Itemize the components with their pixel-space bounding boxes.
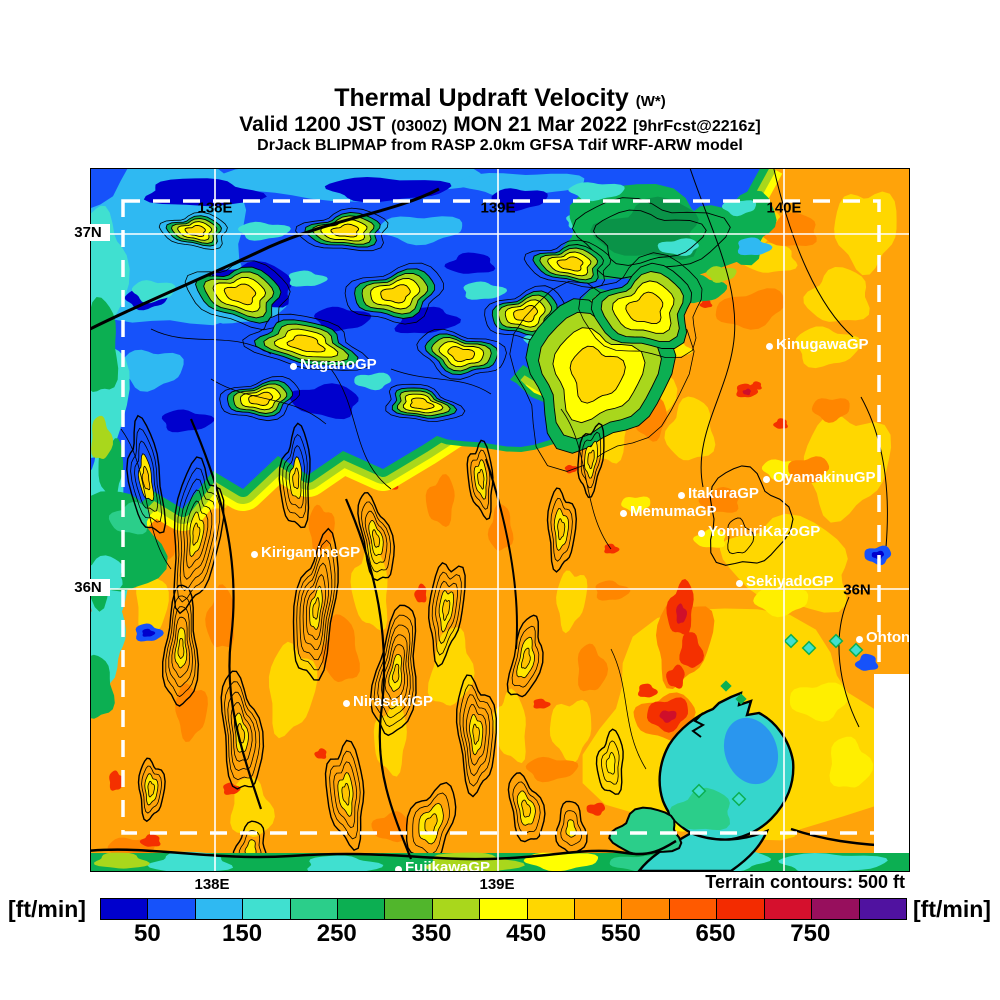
longitude-edge-label: 139E bbox=[479, 876, 515, 893]
colorbar-tick: 350 bbox=[411, 920, 452, 947]
valid-zulu: (0300Z) bbox=[391, 118, 448, 136]
colorbar-segment bbox=[717, 899, 765, 919]
colorbar-segment bbox=[669, 899, 718, 919]
colorbar-segment bbox=[812, 899, 860, 919]
site-label: KinugawaGP bbox=[776, 336, 869, 353]
grid-coordinate-label: 138E bbox=[197, 199, 233, 217]
colorbar-segment bbox=[764, 899, 813, 919]
coordinate-label-layer: 138E 139E 140E 36N bbox=[91, 169, 909, 871]
valid-date: MON 21 Mar 2022 bbox=[453, 113, 628, 137]
model-line: DrJack BLIPMAP from RASP 2.0km GFSA Tdif… bbox=[257, 137, 743, 155]
colorbar-tick: 50 bbox=[133, 920, 161, 947]
site-label: YomiuriKazoGP bbox=[708, 523, 821, 540]
colorbar-segment bbox=[338, 899, 386, 919]
valid-line: Valid 1200 JST (0300Z) MON 21 Mar 2022 [9hr… bbox=[0, 113, 1000, 136]
site-label: ItakuraGP bbox=[688, 485, 759, 502]
site-label: NirasakiGP bbox=[353, 693, 434, 710]
site-dot-icon bbox=[763, 476, 770, 483]
colorbar-segment bbox=[859, 899, 906, 919]
page-title: Thermal Updraft Velocity (W*) bbox=[0, 85, 1000, 111]
site-marker-layer: NaganoGP KinugawaGP OyamakinuGP ItakuraGP Me… bbox=[91, 169, 909, 871]
site-dot-icon bbox=[736, 580, 743, 587]
colorbar-segment bbox=[243, 899, 291, 919]
site-label: SekiyadoGP bbox=[746, 573, 834, 590]
colorbar-segment bbox=[101, 899, 149, 919]
site-label: OyamakinuGP bbox=[773, 469, 876, 486]
colorbar-tick: 250 bbox=[316, 920, 357, 947]
colorbar-tick: 150 bbox=[222, 920, 263, 947]
site-dot-icon bbox=[856, 636, 863, 643]
site-label: NaganoGP bbox=[300, 356, 377, 373]
forecast-tag: [9hrFcst@2216z] bbox=[633, 118, 761, 136]
colorbar-segment bbox=[622, 899, 670, 919]
forecast-map: NaganoGP KinugawaGP OyamakinuGP ItakuraGP Me… bbox=[90, 168, 910, 872]
valid-prefix: Valid 1200 JST bbox=[239, 113, 386, 137]
colorbar-segment bbox=[148, 899, 196, 919]
colorbar-segment bbox=[290, 899, 339, 919]
site-dot-icon bbox=[251, 551, 258, 558]
title-suffix: (W*) bbox=[635, 93, 666, 110]
colorbar-segment bbox=[527, 899, 576, 919]
site-label: Ohtone bbox=[866, 629, 910, 646]
site-label: KirigamineGP bbox=[261, 544, 361, 561]
grid-coordinate-label: 36N bbox=[843, 581, 871, 599]
colorbar-segment bbox=[575, 899, 623, 919]
site-dot-icon bbox=[395, 866, 402, 871]
colorbar-segment bbox=[195, 899, 244, 919]
unit-label-left: [ft/min] bbox=[8, 896, 86, 922]
site-dot-icon bbox=[620, 510, 627, 517]
latitude-edge-label: 37N bbox=[66, 224, 110, 241]
colorbar-tick: 550 bbox=[600, 920, 641, 947]
site-dot-icon bbox=[698, 530, 705, 537]
colorbar-segment bbox=[432, 899, 481, 919]
title-main: Thermal Updraft Velocity bbox=[334, 84, 629, 112]
header: Thermal Updraft Velocity (W*) Valid 1200… bbox=[0, 85, 1000, 155]
site-dot-icon bbox=[290, 363, 297, 370]
site-dot-icon bbox=[343, 700, 350, 707]
colorbar-tick: 750 bbox=[790, 920, 831, 947]
terrain-contours-note: Terrain contours: 500 ft bbox=[705, 872, 905, 892]
longitude-edge-label: 138E bbox=[194, 876, 230, 893]
site-label: FujikawaGP bbox=[405, 859, 491, 872]
site-dot-icon bbox=[678, 492, 685, 499]
grid-coordinate-label: 139E bbox=[480, 199, 516, 217]
latitude-edge-label: 36N bbox=[66, 579, 110, 596]
site-dot-icon bbox=[766, 343, 773, 350]
colorbar-segment bbox=[480, 899, 528, 919]
grid-coordinate-label: 140E bbox=[766, 199, 802, 217]
site-label: MemumaGP bbox=[630, 503, 717, 520]
color-scale-bar bbox=[100, 898, 907, 920]
unit-label-right: [ft/min] bbox=[913, 896, 991, 922]
colorbar-segment bbox=[385, 899, 433, 919]
colorbar-tick: 650 bbox=[695, 920, 736, 947]
terrain-field bbox=[91, 169, 909, 871]
colorbar-tick: 450 bbox=[506, 920, 547, 947]
